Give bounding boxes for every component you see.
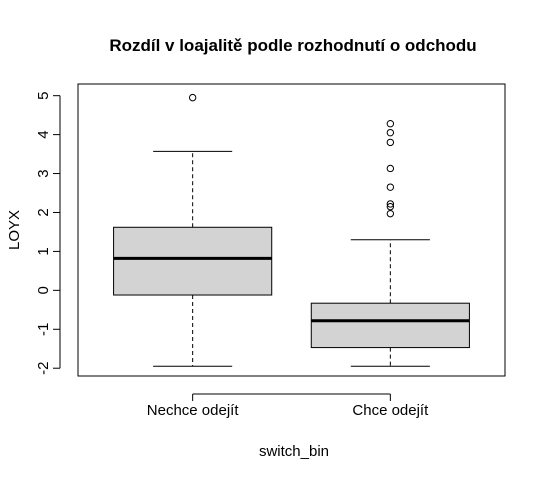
- box-group: [113, 93, 273, 367]
- box-group: [310, 120, 470, 367]
- y-tick-label: 1: [35, 247, 52, 255]
- y-tick-label: 2: [35, 208, 52, 216]
- x-axis: Nechce odejít Chce odejít: [147, 393, 429, 419]
- outlier-point: [386, 128, 395, 137]
- outlier-point: [386, 120, 395, 128]
- y-tick-label: 4: [35, 130, 52, 138]
- outlier-point: [386, 164, 395, 173]
- y-tick-label: -2: [35, 362, 52, 375]
- y-tick-label: 0: [35, 286, 52, 294]
- outlier-point: [386, 200, 395, 208]
- box-iqr: [310, 302, 470, 349]
- y-axis-label: LOYX: [6, 210, 23, 250]
- outlier-point: [386, 209, 395, 218]
- chart-title: Rozdíl v loajalitě podle rozhodnutí o od…: [109, 36, 476, 55]
- outlier-point: [386, 183, 395, 191]
- y-tick-label: 5: [35, 92, 52, 100]
- box-iqr: [113, 226, 273, 296]
- plot-frame: [77, 83, 506, 377]
- x-tick-label: Nechce odejít: [147, 402, 240, 419]
- y-tick-label: 3: [35, 169, 52, 177]
- y-axis: -2 -1 0 1 2 3 4 5: [35, 92, 61, 375]
- boxes-layer: [113, 93, 470, 367]
- outlier-point: [386, 138, 395, 147]
- outlier-point: [188, 93, 197, 102]
- y-tick-label: -1: [35, 323, 52, 336]
- x-tick-label: Chce odejít: [352, 402, 429, 419]
- x-axis-label: switch_bin: [259, 443, 329, 460]
- outlier-point: [386, 202, 395, 211]
